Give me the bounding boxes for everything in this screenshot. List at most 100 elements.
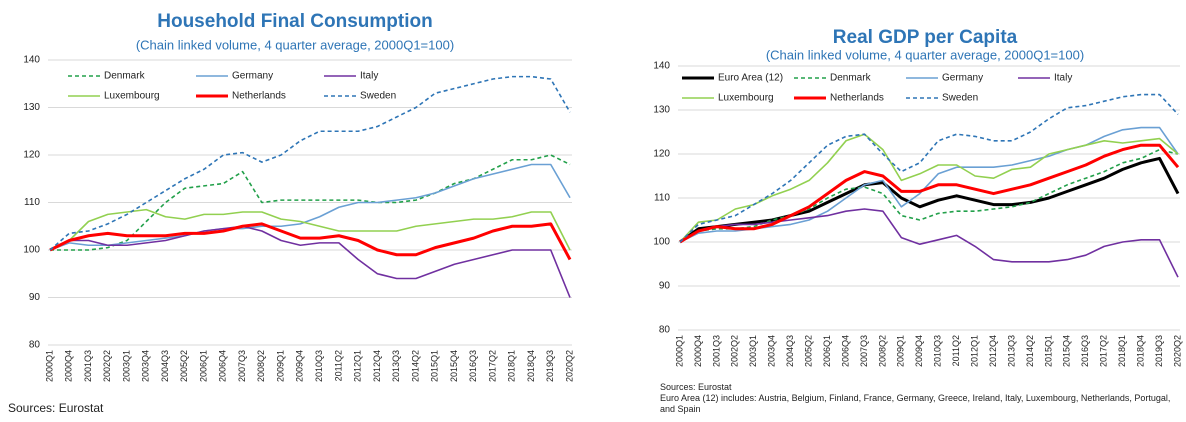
x-tick-label: 2020Q2 [564,350,574,382]
x-tick-label: 2009Q4 [914,335,924,367]
x-tick-label: 2014Q2 [1025,335,1035,367]
x-tick-label: 2018Q4 [526,350,536,382]
x-tick-label: 2006Q1 [822,335,832,367]
y-tick-label: 80 [29,340,41,351]
x-tick-label: 2008Q2 [877,335,887,367]
x-tick-label: 2014Q2 [410,350,420,382]
y-tick-label: 90 [29,292,41,303]
x-tick-label: 2009Q1 [896,335,906,367]
x-tick-label: 2017Q2 [487,350,497,382]
legend-label: Italy [360,71,378,82]
x-tick-label: 2019Q3 [545,350,555,382]
x-tick-label: 2000Q4 [693,335,703,367]
source: Sources: Eurostat [660,382,732,392]
chart-subtitle: (Chain linked volume, 4 quarter average,… [136,37,454,52]
y-tick-label: 80 [659,325,671,336]
source: Sources: Eurostat [8,401,104,415]
legend-label: Sweden [942,93,978,104]
legend-label: Netherlands [232,91,286,102]
y-tick-label: 140 [23,55,40,66]
x-tick-label: 2003Q1 [748,335,758,367]
x-tick-label: 2007Q3 [237,350,247,382]
x-tick-label: 2010Q3 [314,350,324,382]
legend-label: Denmark [830,73,872,84]
x-tick-label: 2006Q4 [218,350,228,382]
x-tick-label: 2004Q3 [785,335,795,367]
legend-label: Luxembourg [104,91,160,102]
x-tick-label: 2003Q1 [121,350,131,382]
x-tick-label: 2000Q1 [44,350,54,382]
x-tick-label: 2008Q2 [256,350,266,382]
x-tick-label: 2012Q4 [988,335,998,367]
x-tick-label: 2019Q3 [1154,335,1164,367]
x-tick-label: 2017Q2 [1099,335,1109,367]
legend-label: Euro Area (12) [718,73,783,84]
legend-label: Italy [1054,73,1072,84]
x-tick-label: 2001Q3 [83,350,93,382]
legend-label: Denmark [104,71,146,82]
series-line [49,75,571,251]
x-tick-label: 2000Q1 [674,335,684,367]
x-tick-label: 2018Q1 [1117,335,1127,367]
x-tick-label: 2001Q3 [711,335,721,367]
series-line [50,154,571,251]
x-tick-label: 2018Q1 [507,350,517,382]
y-tick-label: 110 [654,193,670,204]
chart: Real GDP per Capita(Chain linked volume,… [653,27,1182,367]
x-tick-label: 2002Q2 [102,350,112,382]
x-tick-label: 2009Q1 [275,350,285,382]
y-tick-label: 130 [653,105,670,116]
x-tick-label: 2005Q2 [179,350,189,382]
x-tick-label: 2007Q3 [859,335,869,367]
chart-title: Real GDP per Capita [833,27,1018,48]
legend-label: Netherlands [830,93,884,104]
x-tick-label: 2015Q1 [430,350,440,382]
x-tick-label: 2015Q4 [449,350,459,382]
series-line [679,133,1179,243]
chart-title: Household Final Consumption [157,11,432,32]
series-line [679,143,1180,244]
x-tick-label: 2005Q2 [803,335,813,367]
series-line [49,163,571,251]
x-tick-label: 2015Q4 [1062,335,1072,367]
x-tick-label: 2016Q3 [1080,335,1090,367]
legend-label: Sweden [360,91,396,102]
chart-subtitle: (Chain linked volume, 4 quarter average,… [766,47,1084,62]
x-tick-label: 2018Q4 [1135,335,1145,367]
x-tick-label: 2002Q2 [730,335,740,367]
y-tick-label: 130 [23,102,40,113]
x-tick-label: 2013Q3 [391,350,401,382]
series-line [49,225,571,298]
x-tick-label: 2004Q3 [160,350,170,382]
x-tick-label: 2013Q3 [1006,335,1016,367]
x-tick-label: 2016Q3 [468,350,478,382]
note: Euro Area (12) includes: Austria, Belgiu… [660,393,1171,414]
series-line [49,208,571,251]
x-tick-label: 2015Q1 [1043,335,1053,367]
x-tick-label: 2012Q4 [372,350,382,382]
y-tick-label: 100 [23,245,40,256]
x-tick-label: 2006Q1 [198,350,208,382]
x-tick-label: 2020Q2 [1172,335,1182,367]
y-tick-label: 110 [24,197,40,208]
y-tick-label: 140 [653,61,670,72]
legend-label: Germany [232,71,273,82]
chart: Household Final Consumption (Chain linked… [23,11,574,382]
series-line [679,93,1179,243]
y-tick-label: 120 [23,150,40,161]
x-tick-label: 2003Q4 [767,335,777,367]
series-line [679,156,1180,244]
x-tick-label: 2009Q4 [295,350,305,382]
x-tick-label: 2012Q1 [969,335,979,367]
legend-label: Luxembourg [718,93,774,104]
series-line [679,208,1179,278]
x-tick-label: 2006Q4 [840,335,850,367]
y-tick-label: 100 [653,237,670,248]
y-tick-label: 120 [653,149,670,160]
x-tick-label: 2010Q3 [933,335,943,367]
y-tick-label: 90 [659,281,671,292]
x-tick-label: 2012Q1 [353,350,363,382]
x-tick-label: 2000Q4 [64,350,74,382]
